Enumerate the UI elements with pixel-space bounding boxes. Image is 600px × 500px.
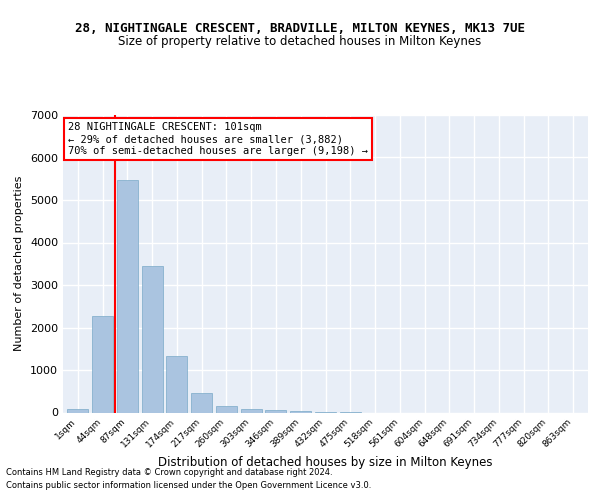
Bar (92, 316, 113, 412)
Bar (241, 409, 262, 412)
Bar (265, 410, 286, 412)
Text: 28, NIGHTINGALE CRESCENT, BRADVILLE, MILTON KEYNES, MK13 7UE: 28, NIGHTINGALE CRESCENT, BRADVILLE, MIL… (75, 22, 525, 36)
Bar (142, 266, 163, 412)
Bar (191, 393, 212, 412)
Bar (166, 356, 187, 412)
Text: Size of property relative to detached houses in Milton Keynes: Size of property relative to detached ho… (118, 35, 482, 48)
X-axis label: Distribution of detached houses by size in Milton Keynes: Distribution of detached houses by size … (158, 456, 493, 469)
Y-axis label: Number of detached properties: Number of detached properties (14, 176, 25, 352)
Bar (117, 180, 138, 412)
Text: 28 NIGHTINGALE CRESCENT: 101sqm
← 29% of detached houses are smaller (3,882)
70%: 28 NIGHTINGALE CRESCENT: 101sqm ← 29% of… (68, 122, 368, 156)
Text: Contains public sector information licensed under the Open Government Licence v3: Contains public sector information licen… (6, 480, 371, 490)
Bar (67, 410, 88, 412)
Bar (216, 406, 237, 412)
Bar (290, 411, 311, 412)
Text: Contains HM Land Registry data © Crown copyright and database right 2024.: Contains HM Land Registry data © Crown c… (6, 468, 332, 477)
